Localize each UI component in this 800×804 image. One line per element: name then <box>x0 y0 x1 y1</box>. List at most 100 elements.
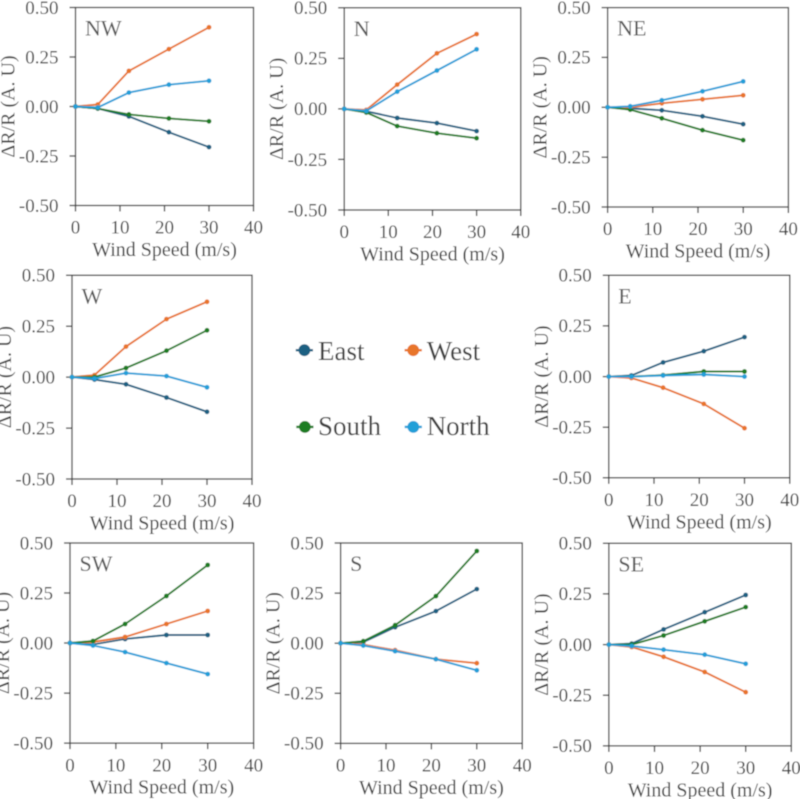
svg-text:40: 40 <box>780 490 799 511</box>
svg-text:20: 20 <box>155 218 174 239</box>
svg-text:E: E <box>618 283 631 308</box>
svg-text:-0.25: -0.25 <box>288 150 328 171</box>
svg-text:SW: SW <box>80 551 113 576</box>
svg-text:North: North <box>427 411 490 441</box>
svg-text:20: 20 <box>691 758 710 779</box>
svg-text:40: 40 <box>779 219 798 240</box>
svg-text:10: 10 <box>645 490 664 511</box>
svg-text:N: N <box>354 16 370 41</box>
svg-text:0: 0 <box>65 755 75 776</box>
svg-text:0.00: 0.00 <box>294 99 327 120</box>
svg-text:Wind Speed (m/s): Wind Speed (m/s) <box>626 241 771 263</box>
svg-text:0.25: 0.25 <box>559 316 592 337</box>
svg-text:0.00: 0.00 <box>557 98 590 119</box>
svg-text:20: 20 <box>152 755 171 776</box>
svg-text:10: 10 <box>377 756 396 777</box>
svg-text:30: 30 <box>467 756 486 777</box>
svg-text:ΔR/R (A. U): ΔR/R (A. U) <box>0 592 14 694</box>
svg-text:30: 30 <box>735 490 754 511</box>
svg-text:10: 10 <box>108 491 127 512</box>
svg-text:-0.25: -0.25 <box>284 684 324 705</box>
svg-text:-0.50: -0.50 <box>552 468 592 489</box>
svg-text:-0.50: -0.50 <box>284 734 324 755</box>
svg-text:ΔR/R (A. U): ΔR/R (A. U) <box>263 592 285 694</box>
svg-text:0: 0 <box>339 222 349 243</box>
svg-text:20: 20 <box>689 219 708 240</box>
svg-text:East: East <box>318 336 365 366</box>
svg-text:10: 10 <box>106 755 125 776</box>
svg-text:0.00: 0.00 <box>559 635 592 656</box>
svg-text:0: 0 <box>604 758 614 779</box>
svg-text:10: 10 <box>645 758 664 779</box>
svg-text:30: 30 <box>467 222 486 243</box>
svg-text:40: 40 <box>243 491 262 512</box>
svg-text:0.00: 0.00 <box>25 97 58 118</box>
svg-text:Wind Speed (m/s): Wind Speed (m/s) <box>92 239 237 261</box>
svg-text:Wind Speed (m/s): Wind Speed (m/s) <box>628 779 773 799</box>
svg-text:-0.50: -0.50 <box>552 736 592 757</box>
svg-text:0.50: 0.50 <box>559 266 592 287</box>
svg-text:ΔR/R (A. U): ΔR/R (A. U) <box>0 326 16 428</box>
svg-text:-0.50: -0.50 <box>551 197 591 218</box>
svg-text:0.25: 0.25 <box>20 583 53 604</box>
svg-text:20: 20 <box>690 490 709 511</box>
svg-text:30: 30 <box>198 755 217 776</box>
svg-text:0.25: 0.25 <box>22 317 55 338</box>
svg-text:40: 40 <box>513 756 532 777</box>
svg-text:40: 40 <box>244 218 263 239</box>
svg-text:0: 0 <box>336 756 346 777</box>
svg-text:0.25: 0.25 <box>290 583 323 604</box>
svg-text:0.25: 0.25 <box>559 584 592 605</box>
svg-text:0.50: 0.50 <box>559 534 592 555</box>
svg-text:SE: SE <box>618 551 644 576</box>
svg-text:ΔR/R (A. U): ΔR/R (A. U) <box>531 325 553 427</box>
svg-text:0.25: 0.25 <box>294 49 327 70</box>
svg-text:0: 0 <box>67 491 77 512</box>
svg-text:-0.25: -0.25 <box>552 686 592 707</box>
svg-text:ΔR/R (A. U): ΔR/R (A. U) <box>531 593 553 695</box>
svg-text:ΔR/R (A. U): ΔR/R (A. U) <box>266 58 288 160</box>
svg-text:20: 20 <box>153 491 172 512</box>
svg-text:West: West <box>427 336 481 366</box>
svg-text:10: 10 <box>379 222 398 243</box>
svg-text:NW: NW <box>85 16 122 41</box>
svg-text:NE: NE <box>617 16 646 41</box>
svg-text:10: 10 <box>111 218 130 239</box>
svg-text:Wind Speed (m/s): Wind Speed (m/s) <box>89 777 234 799</box>
svg-text:0.00: 0.00 <box>20 633 53 654</box>
svg-text:20: 20 <box>423 222 442 243</box>
svg-text:0: 0 <box>603 219 613 240</box>
svg-text:30: 30 <box>734 219 753 240</box>
svg-text:0.25: 0.25 <box>557 48 590 69</box>
svg-text:0: 0 <box>71 218 81 239</box>
svg-text:30: 30 <box>198 491 217 512</box>
svg-text:0.00: 0.00 <box>290 634 323 655</box>
svg-text:0: 0 <box>604 490 614 511</box>
svg-text:Wind Speed (m/s): Wind Speed (m/s) <box>359 777 504 799</box>
svg-text:0.50: 0.50 <box>557 0 590 19</box>
svg-text:-0.50: -0.50 <box>288 200 328 221</box>
svg-text:ΔR/R (A. U): ΔR/R (A. U) <box>0 55 20 157</box>
svg-text:20: 20 <box>422 756 441 777</box>
svg-text:30: 30 <box>736 758 755 779</box>
svg-text:-0.25: -0.25 <box>552 418 592 439</box>
svg-text:30: 30 <box>200 218 219 239</box>
svg-text:0.50: 0.50 <box>20 533 53 554</box>
svg-text:-0.25: -0.25 <box>19 146 59 167</box>
svg-text:0.25: 0.25 <box>25 47 58 68</box>
svg-text:-0.50: -0.50 <box>19 196 59 217</box>
svg-text:Wind Speed (m/s): Wind Speed (m/s) <box>90 513 235 535</box>
svg-text:0.50: 0.50 <box>25 0 58 19</box>
svg-text:40: 40 <box>244 755 263 776</box>
svg-text:ΔR/R (A. U): ΔR/R (A. U) <box>530 56 552 158</box>
svg-text:40: 40 <box>511 222 530 243</box>
svg-text:40: 40 <box>782 758 800 779</box>
svg-text:S: S <box>350 551 362 576</box>
svg-text:10: 10 <box>643 219 662 240</box>
svg-text:-0.50: -0.50 <box>13 733 53 754</box>
svg-text:South: South <box>318 411 382 441</box>
svg-text:0.00: 0.00 <box>559 367 592 388</box>
svg-text:0.50: 0.50 <box>22 266 55 287</box>
svg-text:Wind Speed (m/s): Wind Speed (m/s) <box>627 511 772 533</box>
svg-text:-0.25: -0.25 <box>15 418 55 439</box>
